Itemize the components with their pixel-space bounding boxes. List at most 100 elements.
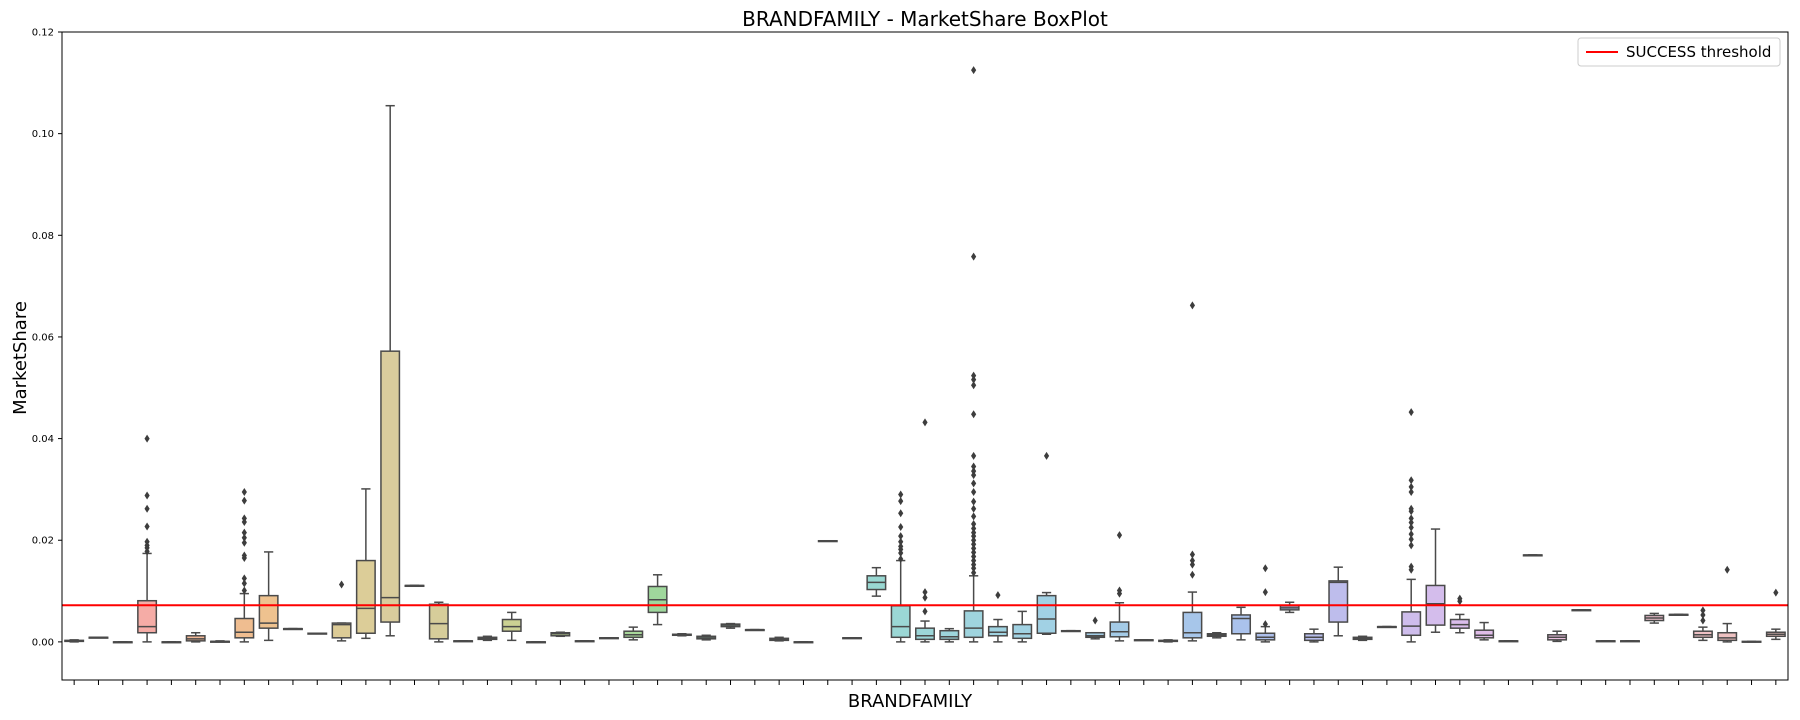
box-iqr [915,627,935,641]
outlier-point [971,462,977,471]
box-group [890,490,911,643]
outlier-point [1408,518,1414,527]
box-group [1644,612,1665,624]
outlier-point [971,556,977,565]
box-group [1182,301,1203,642]
outlier-point [1408,476,1414,485]
outlier-point [1408,541,1414,550]
box-iqr [1401,611,1422,637]
box-group [234,487,255,643]
box-group [963,66,984,643]
box-iqr [987,625,1008,637]
box-iqr [428,603,449,640]
outlier-point [1700,616,1706,625]
outlier-point [241,538,247,547]
box-group [1158,639,1179,643]
outlier-point [898,490,904,499]
y-tick-label: 0.10 [32,129,54,140]
box-group [258,551,279,642]
outlier-point [971,66,977,75]
box-iqr [1449,618,1470,629]
box-group [307,632,328,635]
box-group [1255,564,1276,643]
outlier-point [241,514,247,523]
outlier-point [922,418,928,427]
outlier-point [1408,514,1414,523]
outlier-point [241,551,247,560]
outlier-point [241,487,247,496]
box-group [866,566,887,597]
y-tick-label: 0.08 [32,231,54,242]
box-group [137,434,158,643]
plot-area: 0.00 0.02 0.04 0.06 0.08 0.10 0.12 [32,28,1788,685]
box-group [793,641,814,644]
outlier-point [971,548,977,557]
box-iqr [1109,621,1130,638]
outlier-point [971,524,977,533]
box-iqr [137,599,158,634]
outlier-point [971,479,977,488]
box-group [671,633,692,637]
box-group [1595,640,1616,643]
box-group [817,539,838,543]
box-iqr [501,618,522,632]
y-tick-label: 0.02 [32,536,54,547]
outlier-point [971,504,977,513]
box-iqr [1231,614,1252,635]
outlier-point [971,512,977,521]
box-group [355,488,376,640]
outlier-point [1262,564,1268,573]
box-group [1474,621,1495,641]
outlier-point [1724,565,1730,574]
outlier-point [971,381,977,390]
box-iqr [963,610,984,639]
box-group [1206,631,1227,639]
box-group [623,626,644,641]
outlier-point [1092,616,1098,625]
outlier-point [898,509,904,518]
box-iqr [380,350,401,623]
outlier-point [1408,562,1414,571]
outlier-point [1043,451,1050,460]
box-group [696,634,717,641]
outlier-point [1700,610,1706,619]
box-group [453,640,474,643]
box-group [501,611,522,642]
box-iqr [939,629,960,641]
box-group [1376,625,1397,629]
box-group [939,627,960,643]
outlier-point [971,487,977,496]
outlier-point [241,579,247,588]
box-group [64,639,85,643]
legend-label-success-threshold: SUCCESS threshold [1626,43,1771,61]
box-group [1449,594,1470,634]
outlier-point [995,591,1001,600]
outlier-point [144,504,150,513]
box-group [1036,451,1057,636]
outlier-point [241,528,247,537]
box-iqr [1328,580,1349,623]
outlier-point [971,410,977,419]
outlier-point [971,544,977,553]
outlier-point [1408,482,1414,491]
box-iqr [234,617,255,639]
outlier-point [1408,408,1414,417]
outlier-point [971,252,977,261]
box-group [1619,640,1640,643]
box-group [282,627,303,631]
outlier-point [971,552,977,561]
legend: SUCCESS threshold [1577,37,1781,67]
plot-frame [61,31,1789,681]
box-group [210,640,231,643]
box-group [161,641,182,644]
outlier-point [1189,570,1196,579]
outlier-point [1189,560,1196,569]
box-group [380,104,401,637]
y-tick-label: 0.00 [32,637,54,648]
outlier-point [1773,588,1779,597]
box-iqr [1012,623,1033,640]
box-iqr [890,605,911,639]
box-group [1717,565,1738,643]
outlier-point [922,588,928,597]
box-group [1401,408,1422,643]
